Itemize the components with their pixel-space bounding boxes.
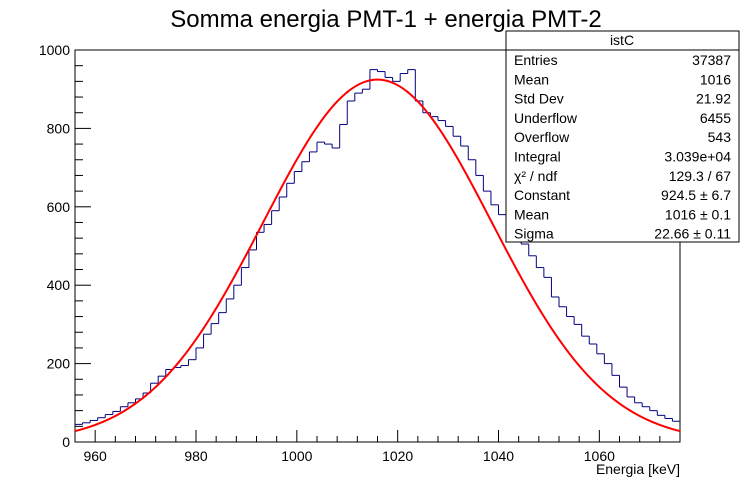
- x-tick-label: 1020: [382, 448, 413, 464]
- y-tick-label: 400: [47, 277, 71, 293]
- stats-row-label: Mean: [514, 206, 549, 222]
- stats-row-value: 22.66 ± 0.11: [654, 226, 731, 242]
- stats-row-label: Mean: [514, 71, 549, 87]
- fit-layer: [74, 78, 681, 433]
- gaussian-fit-curve: [74, 78, 681, 433]
- y-tick-label: 800: [47, 120, 71, 136]
- x-axis-title: Energia [keV]: [596, 461, 680, 477]
- stats-row-label: Underflow: [514, 110, 578, 126]
- stats-row-label: Entries: [514, 52, 558, 68]
- y-tick-label: 0: [62, 434, 70, 450]
- x-tick-label: 960: [83, 448, 107, 464]
- stats-row-value: 543: [708, 129, 732, 145]
- stats-row-value: 924.5 ± 6.7: [661, 187, 731, 203]
- chart-title: Somma energia PMT-1 + energia PMT-2: [170, 6, 602, 33]
- x-tick-label: 980: [184, 448, 208, 464]
- stats-rows: Entries 37387 Mean 1016 Std Dev 21.92 Underflo…: [514, 52, 731, 242]
- stats-row-label: Overflow: [514, 129, 570, 145]
- stats-row-label: Integral: [514, 149, 561, 165]
- stats-row-label: χ² / ndf: [514, 168, 557, 184]
- stats-row-value: 21.92: [696, 91, 731, 107]
- stats-row-label: Std Dev: [514, 91, 564, 107]
- stats-box-title: istC: [610, 32, 634, 48]
- stats-row-value: 1016 ± 0.1: [665, 206, 731, 222]
- x-tick-label: 1000: [281, 448, 312, 464]
- stats-row-value: 6455: [700, 110, 731, 126]
- x-tick-label: 1040: [483, 448, 514, 464]
- y-tick-label: 200: [47, 356, 71, 372]
- stats-row-label: Sigma: [514, 226, 554, 242]
- stats-row-value: 1016: [700, 71, 731, 87]
- stats-row-value: 129.3 / 67: [669, 168, 731, 184]
- axes-layer: 960 980 1000 1020 1040 1060 0 200 400 600 800 1000: [39, 42, 681, 464]
- stats-row-value: 3.039e+04: [664, 149, 731, 165]
- stats-row-value: 37387: [692, 52, 731, 68]
- stats-box: istC Entries 37387 Mean 1016 Std Dev 21.92 Und…: [505, 30, 740, 243]
- stats-row-label: Constant: [514, 187, 570, 203]
- stats-box-frame: [505, 30, 740, 243]
- y-tick-label: 1000: [39, 42, 70, 58]
- y-tick-label: 600: [47, 199, 71, 215]
- x-tick-label: 1060: [584, 448, 615, 464]
